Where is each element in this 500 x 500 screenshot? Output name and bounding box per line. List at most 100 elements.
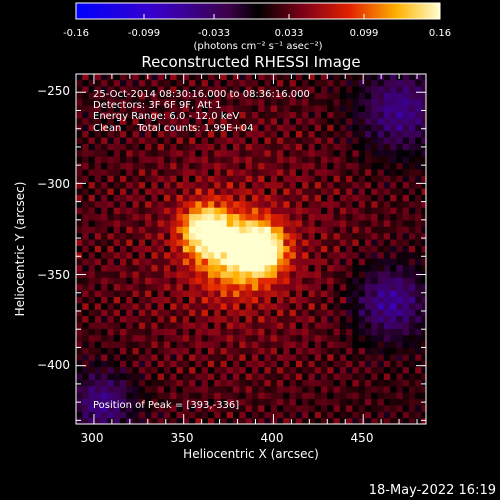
heatmap-cell bbox=[226, 385, 234, 393]
heatmap-cell bbox=[270, 417, 278, 424]
heatmap-cell bbox=[182, 92, 190, 100]
heatmap-cell bbox=[101, 264, 109, 272]
heatmap-cell bbox=[415, 366, 423, 374]
heatmap-cell bbox=[383, 111, 391, 119]
heatmap-cell bbox=[352, 111, 360, 119]
heatmap-cell bbox=[151, 117, 159, 125]
heatmap-cell bbox=[390, 309, 397, 317]
heatmap-cell bbox=[358, 200, 366, 208]
heatmap-cell bbox=[415, 238, 423, 246]
heatmap-cell bbox=[377, 124, 385, 132]
heatmap-cell bbox=[396, 238, 404, 246]
heatmap-cell bbox=[201, 398, 209, 406]
heatmap-cell bbox=[195, 226, 203, 234]
heatmap-cell bbox=[308, 347, 316, 355]
heatmap-cell bbox=[264, 187, 272, 195]
heatmap-cell bbox=[189, 366, 196, 374]
heatmap-cell bbox=[239, 334, 247, 342]
heatmap-cell bbox=[239, 245, 247, 253]
heatmap-cell bbox=[189, 200, 196, 208]
heatmap-cell bbox=[415, 213, 423, 221]
heatmap-cell bbox=[377, 111, 385, 119]
heatmap-cell bbox=[408, 360, 416, 368]
heatmap-cell bbox=[258, 143, 266, 151]
heatmap-cell bbox=[302, 187, 310, 195]
heatmap-cell bbox=[233, 136, 240, 144]
heatmap-cell bbox=[138, 392, 146, 400]
heatmap-cell bbox=[415, 309, 423, 317]
heatmap-cell bbox=[314, 143, 322, 151]
heatmap-cell bbox=[101, 251, 109, 259]
heatmap-cell bbox=[371, 328, 379, 336]
heatmap-cell bbox=[207, 187, 215, 195]
heatmap-cell bbox=[390, 251, 397, 259]
heatmap-cell bbox=[151, 130, 159, 138]
heatmap-cell bbox=[245, 334, 253, 342]
heatmap-cell bbox=[195, 309, 203, 317]
heatmap-cell bbox=[251, 162, 259, 170]
heatmap-cell bbox=[327, 104, 335, 112]
heatmap-cell bbox=[94, 98, 102, 106]
heatmap-cell bbox=[408, 379, 416, 387]
heatmap-cell bbox=[283, 79, 291, 87]
heatmap-cell bbox=[321, 85, 328, 93]
heatmap-cell bbox=[170, 334, 178, 342]
heatmap-cell bbox=[214, 366, 222, 374]
heatmap-cell bbox=[233, 238, 240, 246]
heatmap-cell bbox=[189, 117, 196, 125]
heatmap-cell bbox=[314, 290, 322, 297]
heatmap-cell bbox=[107, 277, 115, 285]
heatmap-cell bbox=[364, 270, 372, 278]
heatmap-cell bbox=[94, 245, 102, 253]
heatmap-cell bbox=[226, 334, 234, 342]
heatmap-cell bbox=[76, 347, 83, 355]
heatmap-cell bbox=[94, 385, 102, 393]
heatmap-cell bbox=[251, 347, 259, 355]
heatmap-cell bbox=[82, 245, 90, 253]
heatmap-cell bbox=[339, 168, 347, 176]
heatmap-cell bbox=[151, 360, 159, 368]
heatmap-cell bbox=[408, 347, 416, 355]
heatmap-cell bbox=[371, 200, 379, 208]
heatmap-cell bbox=[390, 411, 397, 419]
heatmap-cell bbox=[402, 104, 410, 112]
heatmap-cell bbox=[377, 264, 385, 272]
heatmap-cell bbox=[189, 321, 196, 329]
heatmap-cell bbox=[151, 162, 159, 170]
heatmap-cell bbox=[289, 392, 297, 400]
heatmap-cell bbox=[245, 168, 253, 176]
heatmap-cell bbox=[170, 385, 178, 393]
heatmap-cell bbox=[207, 264, 215, 272]
y-tick-label-400: −400 bbox=[37, 358, 70, 372]
heatmap-cell bbox=[214, 85, 222, 93]
heatmap-cell bbox=[151, 168, 159, 176]
heatmap-cell bbox=[195, 353, 203, 361]
heatmap-cell bbox=[396, 111, 404, 119]
heatmap-cell bbox=[201, 187, 209, 195]
heatmap-cell bbox=[163, 98, 171, 106]
heatmap-cell bbox=[157, 264, 165, 272]
heatmap-cell bbox=[163, 347, 171, 355]
heatmap-cell bbox=[113, 341, 121, 349]
heatmap-cell bbox=[321, 398, 328, 406]
heatmap-cell bbox=[119, 200, 127, 208]
heatmap-cell bbox=[201, 404, 209, 412]
heatmap-cell bbox=[245, 130, 253, 138]
heatmap-cell bbox=[270, 187, 278, 195]
heatmap-cell bbox=[176, 130, 184, 138]
heatmap-cell bbox=[396, 226, 404, 234]
heatmap-cell bbox=[327, 98, 335, 106]
heatmap-cell bbox=[302, 226, 310, 234]
heatmap-cell bbox=[302, 136, 310, 144]
heatmap-cell bbox=[207, 219, 215, 227]
heatmap-cell bbox=[82, 200, 90, 208]
heatmap-cell bbox=[94, 124, 102, 132]
heatmap-cell bbox=[352, 347, 360, 355]
heatmap-cell bbox=[76, 251, 83, 259]
heatmap-cell bbox=[207, 143, 215, 151]
heatmap-cell bbox=[390, 232, 397, 240]
heatmap-cell bbox=[88, 347, 96, 355]
heatmap-cell bbox=[415, 74, 423, 81]
heatmap-cell bbox=[251, 85, 259, 93]
heatmap-cell bbox=[308, 219, 316, 227]
